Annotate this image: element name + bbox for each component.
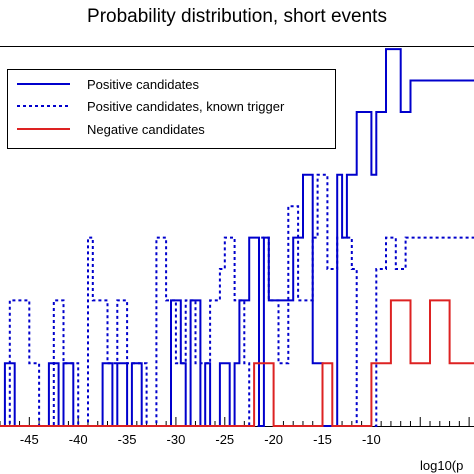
series-layer (0, 48, 474, 427)
x-tick-label: -35 (118, 432, 137, 447)
x-tick-label: -30 (167, 432, 186, 447)
x-tick-label: -10 (362, 432, 381, 447)
series-negative-candidates (0, 299, 474, 427)
legend: Positive candidates Positive candidates,… (7, 69, 336, 149)
legend-label-known-trigger: Positive candidates, known trigger (87, 99, 285, 114)
x-tick-label: -25 (215, 432, 234, 447)
x-tick-label: -40 (69, 432, 88, 447)
legend-box (7, 69, 336, 149)
chart-title: Probability distribution, short events (87, 6, 387, 27)
x-axis-label: log10(p (420, 458, 463, 473)
legend-label-negative: Negative candidates (87, 122, 205, 137)
x-tick-label: -15 (313, 432, 332, 447)
legend-label-positive: Positive candidates (87, 77, 200, 92)
x-tick-label: -45 (20, 432, 39, 447)
x-tick-label: -20 (264, 432, 283, 447)
